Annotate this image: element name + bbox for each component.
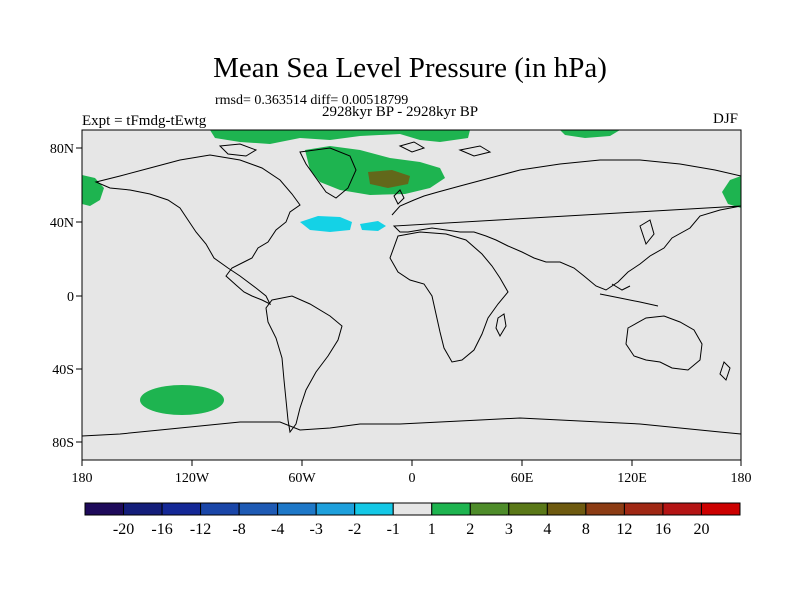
- coast-south-america: [265, 295, 343, 434]
- lon-tick-label: 120E: [617, 471, 647, 486]
- colorbar-label: 2: [466, 521, 474, 538]
- coastlines: [82, 141, 741, 437]
- colorbar-box: [238, 502, 279, 516]
- colorbar-label: -2: [348, 521, 361, 538]
- coast-north-america: [94, 154, 301, 306]
- coast-antarctica: [82, 417, 741, 437]
- lon-tick-label: 120W: [175, 471, 210, 486]
- lon-tick-labels: 180 120W 60W 0 60E 120E 180: [72, 471, 752, 486]
- lon-tick-label: 0: [409, 471, 416, 486]
- colorbar-box: [700, 502, 741, 516]
- stats-line: rmsd= 0.363514 diff= 0.00518799: [215, 93, 409, 108]
- lat-tick-label: 40S: [52, 363, 74, 378]
- coast-greenland: [299, 147, 357, 199]
- colorbar-box: [84, 502, 125, 516]
- colorbar-box: [623, 502, 664, 516]
- coast-japan: [639, 219, 655, 246]
- lat-tick-label: 80S: [52, 436, 74, 451]
- difference-contours: [82, 130, 741, 415]
- colorbar-box: [161, 502, 202, 516]
- colorbar-box: [469, 502, 510, 516]
- colorbar-label: -3: [310, 521, 323, 538]
- lon-tick-marks: [81, 460, 742, 466]
- coast-madagascar: [495, 313, 507, 338]
- contour-negative-north-atlantic: [300, 216, 352, 232]
- contour-positive-east-edge: [722, 176, 741, 208]
- colorbar-box: [662, 502, 702, 516]
- colorbar-label: 12: [616, 521, 632, 538]
- lon-tick-label: 180: [72, 471, 93, 486]
- colorbar-box: [585, 502, 625, 516]
- lat-tick-label: 80N: [50, 142, 74, 157]
- lat-tick-marks: [76, 147, 82, 443]
- contour-positive-arctic: [210, 130, 470, 144]
- colorbar: [84, 502, 741, 516]
- contour-negative-north-atlantic-small: [360, 221, 386, 231]
- colorbar-label: 3: [505, 521, 513, 538]
- colorbar-label: -16: [151, 521, 172, 538]
- colorbar-label: 20: [693, 521, 709, 538]
- colorbar-label: 4: [543, 521, 551, 538]
- colorbar-label: 16: [655, 521, 671, 538]
- lon-tick-label: 180: [731, 471, 752, 486]
- experiment-label: Expt = tFmdg-tEwtg: [82, 113, 207, 129]
- colorbar-label: -12: [190, 521, 211, 538]
- colorbar-box: [200, 502, 240, 516]
- contour-positive-greenland: [305, 146, 445, 195]
- season-label: DJF: [713, 111, 739, 127]
- colorbar-box: [431, 502, 471, 516]
- contour-positive-south-pacific: [140, 385, 224, 415]
- coast-new-zealand: [719, 361, 731, 381]
- lon-tick-label: 60W: [288, 471, 316, 486]
- lat-tick-label: 40N: [50, 216, 74, 231]
- colorbar-label: -8: [232, 521, 245, 538]
- colorbar-label: 8: [582, 521, 590, 538]
- coast-arctic-islands: [218, 141, 492, 157]
- colorbar-box: [392, 502, 433, 516]
- colorbar-box: [508, 502, 548, 516]
- colorbar-box: [315, 502, 356, 516]
- lon-tick-label: 60E: [511, 471, 534, 486]
- colorbar-box: [123, 502, 163, 516]
- coast-africa: [389, 231, 509, 363]
- map-title: Mean Sea Level Pressure (in hPa): [213, 52, 607, 84]
- lat-tick-label: 0: [67, 290, 74, 305]
- colorbar-label: -1: [387, 521, 400, 538]
- colorbar-label: -4: [271, 521, 284, 538]
- period-label: 2928kyr BP - 2928kyr BP: [322, 104, 479, 120]
- coast-australia: [625, 315, 703, 371]
- colorbar-label: -20: [113, 521, 134, 538]
- colorbar-box: [354, 502, 394, 516]
- colorbar-label: 1: [428, 521, 436, 538]
- colorbar-box: [277, 502, 317, 516]
- coast-eurasia: [391, 159, 741, 291]
- colorbar-labels: -20 -16 -12 -8 -4 -3 -2 -1 1 2 3 4 8 12 16 20: [113, 521, 710, 538]
- contour-positive-north-edge-east: [560, 130, 620, 138]
- contour-positive-north-atlantic-core: [368, 170, 410, 188]
- coast-indonesia: [599, 283, 659, 307]
- coast-uk: [393, 189, 405, 205]
- lat-tick-labels: 80N 40N 0 40S 80S: [50, 142, 74, 451]
- colorbar-box: [546, 502, 587, 516]
